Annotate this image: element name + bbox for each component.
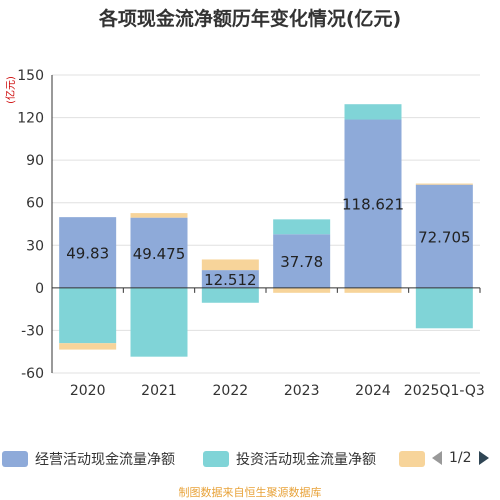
data-labels: 49.83 49.475 12.512 37.78 118.621 72.705 (66, 196, 470, 289)
bar-segment (59, 343, 117, 350)
bar-segment (273, 219, 331, 235)
bar-segment (59, 217, 117, 288)
x-tick-label: 2020 (70, 383, 106, 399)
y-tick-label: 60 (26, 196, 44, 212)
legend-label-operating: 经营活动现金流量净额 (35, 452, 175, 468)
bar-segment (201, 287, 259, 303)
bar-segment (273, 287, 331, 293)
data-label: 118.621 (342, 196, 404, 214)
y-tick-label: 0 (35, 281, 44, 297)
bar-segment (59, 287, 117, 344)
x-tick-label: 2025Q1-Q3 (404, 383, 485, 399)
y-axis-unit-label: (亿元) (4, 76, 17, 104)
chart-title: 各项现金流净额历年变化情况(亿元) (98, 8, 402, 30)
pager-prev-icon[interactable] (432, 451, 442, 465)
data-label: 12.512 (204, 271, 257, 289)
bar-segment (130, 213, 188, 218)
bar-segment (273, 234, 331, 288)
y-tick-label: -30 (21, 323, 44, 339)
pager-next-icon[interactable] (478, 451, 489, 465)
legend-pager: 1/2 (432, 450, 489, 466)
data-label: 72.705 (418, 228, 471, 246)
y-tick-label: 150 (17, 68, 44, 84)
bar-segment (130, 217, 188, 288)
bar-segment (415, 184, 473, 288)
legend-swatch-financing (399, 451, 425, 467)
legend-label-investing: 投资活动现金流量净额 (236, 452, 376, 468)
legend-swatch-investing (203, 451, 229, 467)
x-tick-label: 2021 (141, 383, 177, 399)
pager-text: 1/2 (449, 450, 472, 466)
bar-segment (415, 287, 473, 329)
y-tick-label: 90 (26, 153, 44, 169)
data-label: 49.83 (66, 245, 109, 263)
legend-item-operating[interactable]: 经营活动现金流量净额 (2, 449, 175, 469)
y-tick-label: 30 (26, 238, 44, 254)
x-tick-label: 2023 (284, 383, 320, 399)
bar-segment (201, 270, 259, 288)
data-label: 37.78 (280, 253, 323, 271)
bar-segment (415, 183, 473, 185)
legend-swatch-operating (2, 451, 28, 467)
source-note: 制图数据来自恒生聚源数据库 (178, 486, 322, 499)
bar-segment (344, 287, 402, 293)
data-label: 49.475 (133, 245, 186, 263)
x-tick-label: 2022 (213, 383, 249, 399)
bar-segment (344, 119, 402, 288)
legend-item-financing[interactable] (399, 449, 432, 469)
bar-segment (130, 287, 188, 357)
x-tick-label: 2024 (355, 383, 391, 399)
bar-segment (201, 259, 259, 271)
legend-item-investing[interactable]: 投资活动现金流量净额 (203, 449, 376, 469)
grid-lines (52, 74, 480, 374)
bars (59, 104, 473, 357)
y-tick-label: -60 (21, 366, 44, 382)
bar-segment (344, 104, 402, 120)
axes: 150 120 90 60 30 0 -30 -60 2020 2021 2022 2023 2024 2… (17, 68, 485, 399)
y-tick-label: 120 (17, 111, 44, 127)
